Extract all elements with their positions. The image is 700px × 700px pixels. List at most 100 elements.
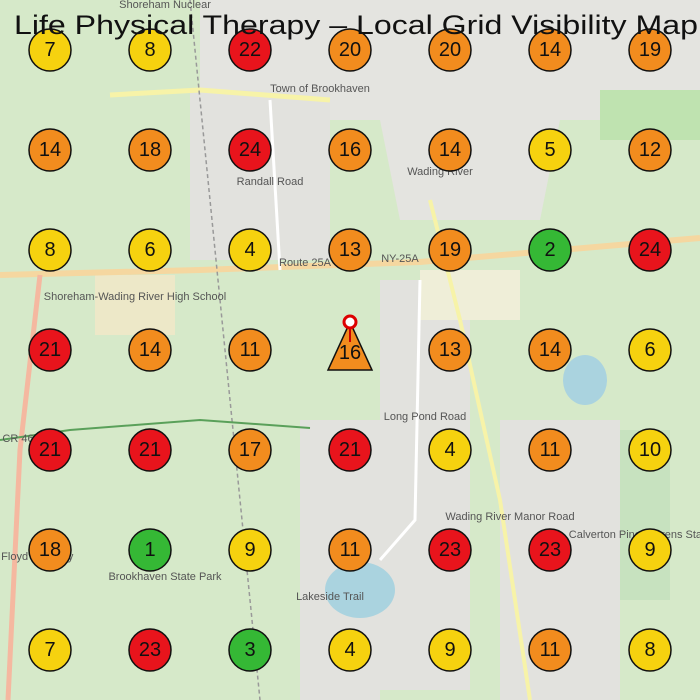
rank-label: 21 [139, 439, 161, 461]
rank-label: 2 [544, 239, 555, 261]
rank-label: 13 [439, 339, 461, 361]
rank-circle [228, 328, 272, 372]
rank-circle [528, 28, 572, 72]
map-label: CR 46 [2, 433, 33, 445]
rank-label: 23 [539, 539, 561, 561]
rank-label: 14 [539, 339, 561, 361]
rank-label: 10 [639, 439, 661, 461]
rank-label: 11 [340, 539, 361, 561]
rank-circle [28, 428, 72, 472]
rank-label: 24 [639, 239, 661, 261]
rank-circle [28, 128, 72, 172]
rank-circle [128, 128, 172, 172]
rank-label: 16 [339, 139, 361, 161]
rank-label: 14 [439, 139, 461, 161]
rank-circle [128, 228, 172, 272]
rank-circle [28, 528, 72, 572]
rank-circle [228, 128, 272, 172]
rank-label: 16 [339, 342, 361, 364]
rank-label: 4 [344, 639, 355, 661]
rank-label: 12 [639, 139, 661, 161]
rank-circle [428, 328, 472, 372]
map-label: Brookhaven State Park [108, 571, 222, 583]
business-marker [326, 320, 374, 371]
rank-label: 13 [339, 239, 361, 261]
rank-circle [528, 528, 572, 572]
rank-label: 1 [144, 539, 155, 561]
rank-circle [528, 328, 572, 372]
rank-label: 14 [539, 39, 561, 61]
rank-circle [28, 28, 72, 72]
rank-circle [428, 428, 472, 472]
rank-label: 6 [144, 239, 155, 261]
rank-label: 21 [339, 439, 361, 461]
rank-label: 11 [240, 339, 261, 361]
rank-label: 4 [244, 239, 255, 261]
rank-label: 21 [39, 439, 61, 461]
map-label: NY-25A [381, 253, 419, 265]
rank-label: 20 [339, 39, 361, 61]
rank-circle [128, 28, 172, 72]
rank-label: 8 [144, 39, 155, 61]
rank-circle [328, 128, 372, 172]
rank-circle [28, 628, 72, 672]
rank-label: 22 [239, 39, 261, 61]
rank-circle [628, 128, 672, 172]
rank-circle [628, 628, 672, 672]
rank-label: 14 [39, 139, 61, 161]
rank-label: 20 [439, 39, 461, 61]
rank-label: 18 [39, 539, 61, 561]
rank-label: 18 [139, 139, 161, 161]
rank-label: 11 [540, 439, 561, 461]
rank-circle [628, 228, 672, 272]
rank-label: 9 [644, 539, 655, 561]
rank-circle [428, 528, 472, 572]
rank-label: 3 [244, 639, 255, 661]
map-label: Route 25A [279, 257, 332, 269]
rank-circle [328, 28, 372, 72]
rank-label: 9 [244, 539, 255, 561]
rank-circle [128, 428, 172, 472]
rank-circle [628, 528, 672, 572]
rank-circle [328, 228, 372, 272]
map-label: Lakeside Trail [296, 591, 364, 603]
rank-label: 7 [44, 639, 55, 661]
rank-circle [128, 328, 172, 372]
rank-circle [228, 228, 272, 272]
rank-label: 9 [444, 639, 455, 661]
map-label: Long Pond Road [384, 411, 467, 423]
rank-label: 21 [39, 339, 61, 361]
rank-label: 7 [44, 39, 55, 61]
rank-circle [528, 228, 572, 272]
map-label: Town of Brookhaven [270, 83, 370, 95]
rank-circle [28, 228, 72, 272]
rank-label: 6 [644, 339, 655, 361]
rank-label: 11 [540, 639, 561, 661]
map-label: Wading River Manor Road [445, 511, 574, 523]
map-label: Shoreham-Wading River High School [44, 291, 226, 303]
rank-circle [628, 328, 672, 372]
rank-circle [328, 428, 372, 472]
rank-label: 4 [444, 439, 455, 461]
rank-circle [528, 428, 572, 472]
map-label: Shoreham Nuclear [119, 0, 211, 11]
map-label: Randall Road [237, 176, 304, 188]
rank-circle [328, 628, 372, 672]
rank-circle [528, 628, 572, 672]
rank-circle [428, 28, 472, 72]
rank-circle [228, 28, 272, 72]
rank-circle [428, 128, 472, 172]
rank-label: 23 [139, 639, 161, 661]
rank-label: 8 [644, 639, 655, 661]
rank-circle [628, 28, 672, 72]
rank-circle [228, 628, 272, 672]
rank-circle [428, 228, 472, 272]
rank-circle [428, 628, 472, 672]
rank-circle [228, 528, 272, 572]
rank-circle [128, 628, 172, 672]
rank-label: 24 [239, 139, 261, 161]
location-pin [342, 314, 358, 330]
rank-label: 19 [439, 239, 461, 261]
